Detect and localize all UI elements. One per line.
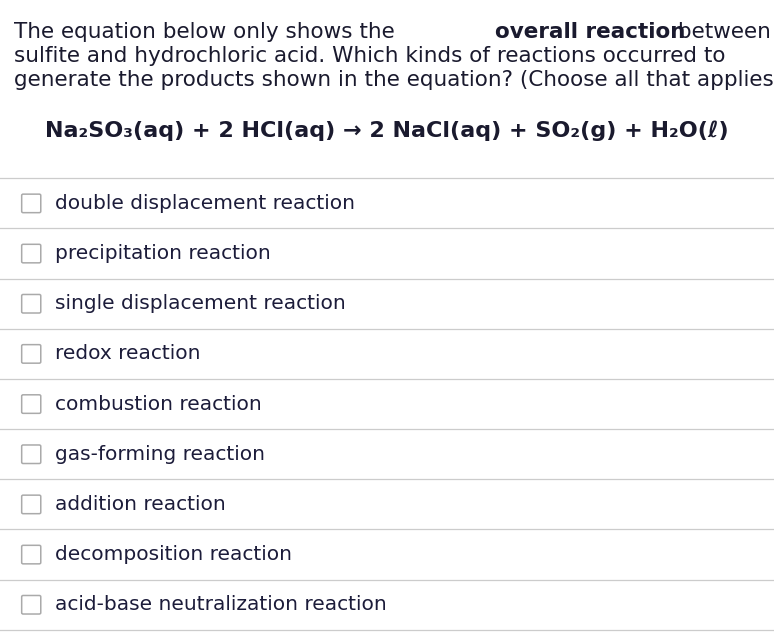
Text: generate the products shown in the equation? (Choose all that applies.): generate the products shown in the equat… [14,70,774,91]
FancyBboxPatch shape [22,294,41,313]
FancyBboxPatch shape [22,344,41,363]
FancyBboxPatch shape [22,395,41,413]
FancyBboxPatch shape [22,445,41,463]
FancyBboxPatch shape [22,495,41,513]
Text: addition reaction: addition reaction [55,495,225,514]
FancyBboxPatch shape [22,194,41,213]
FancyBboxPatch shape [22,545,41,564]
FancyBboxPatch shape [22,596,41,614]
Text: acid-base neutralization reaction: acid-base neutralization reaction [55,595,386,614]
Text: combustion reaction: combustion reaction [55,394,262,413]
Text: The equation below only shows the: The equation below only shows the [14,22,402,42]
Text: redox reaction: redox reaction [55,344,200,363]
Text: gas-forming reaction: gas-forming reaction [55,445,265,464]
Text: between sodium: between sodium [671,22,774,42]
Text: sulfite and hydrochloric acid. Which kinds of reactions occurred to: sulfite and hydrochloric acid. Which kin… [14,46,725,66]
Text: double displacement reaction: double displacement reaction [55,194,354,213]
Text: single displacement reaction: single displacement reaction [55,294,345,313]
Text: precipitation reaction: precipitation reaction [55,244,270,263]
Text: Na₂SO₃(aq) + 2 HCl(aq) → 2 NaCl(aq) + SO₂(g) + H₂O(ℓ): Na₂SO₃(aq) + 2 HCl(aq) → 2 NaCl(aq) + SO… [45,121,729,141]
Text: decomposition reaction: decomposition reaction [55,545,292,564]
Text: overall reaction: overall reaction [495,22,686,42]
FancyBboxPatch shape [22,244,41,263]
